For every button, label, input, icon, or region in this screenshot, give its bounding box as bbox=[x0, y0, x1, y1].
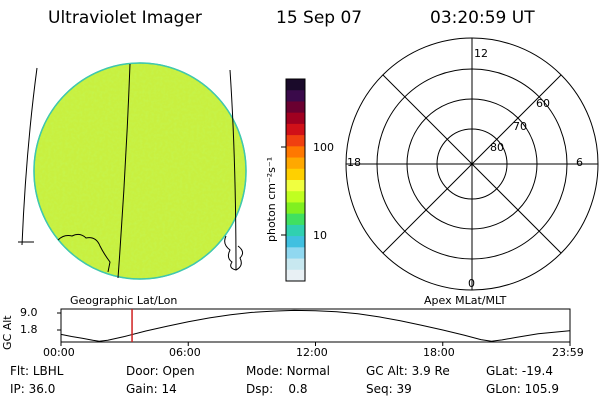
colorbar-band bbox=[286, 101, 305, 114]
altitude-ytick-1-8: 1.8 bbox=[20, 323, 38, 336]
mlt-label-0: 0 bbox=[468, 277, 475, 290]
colorbar-band bbox=[286, 135, 305, 147]
colorbar-band bbox=[286, 79, 305, 91]
mlat-label-70: 70 bbox=[513, 120, 527, 133]
info-glon: GLon: 105.9 bbox=[486, 382, 559, 396]
colorbar-band bbox=[286, 247, 305, 260]
altitude-trace bbox=[60, 309, 570, 342]
date-label: 15 Sep 07 bbox=[276, 8, 363, 28]
info-mode: Mode: Normal bbox=[246, 364, 330, 378]
info-gain: Gain: 14 bbox=[126, 382, 177, 396]
altitude-ylabel: GC Alt bbox=[1, 315, 14, 350]
colorbar-band bbox=[286, 146, 305, 159]
mlat-label-80: 80 bbox=[490, 141, 504, 154]
altitude-xtick-24: 23:59 bbox=[552, 346, 584, 359]
colorbar-band bbox=[286, 90, 305, 102]
map-gridlines bbox=[18, 63, 244, 279]
altitude-ytick-9: 9.0 bbox=[20, 306, 38, 319]
colorbar bbox=[286, 79, 305, 282]
geographic-map-label: Geographic Lat/Lon bbox=[70, 294, 178, 307]
info-dsp: Dsp: 0.8 bbox=[246, 382, 308, 396]
altitude-xtick-12: 12:00 bbox=[296, 346, 328, 359]
altitude-plot bbox=[57, 308, 571, 346]
colorbar-tick-10: 10 bbox=[313, 229, 327, 242]
colorbar-band bbox=[286, 202, 305, 215]
info-seq: Seq: 39 bbox=[366, 382, 412, 396]
colorbar-band bbox=[286, 191, 305, 203]
info-ip: IP: 36.0 bbox=[10, 382, 56, 396]
instrument-title: Ultraviolet Imager bbox=[48, 8, 202, 28]
altitude-xtick-18: 18:00 bbox=[423, 346, 455, 359]
altitude-xtick-0: 00:00 bbox=[43, 346, 75, 359]
info-gc-alt: GC Alt: 3.9 Re bbox=[366, 364, 450, 378]
colorbar-band bbox=[286, 168, 305, 181]
colorbar-band bbox=[286, 236, 305, 248]
colorbar-band bbox=[286, 123, 305, 136]
colorbar-unit-label: photon cm⁻²s⁻¹ bbox=[265, 156, 278, 242]
info-door: Door: Open bbox=[126, 364, 195, 378]
colorbar-band bbox=[286, 112, 305, 125]
info-flt: Flt: LBHL bbox=[10, 364, 64, 378]
colorbar-band bbox=[286, 258, 305, 271]
mlat-label-60: 60 bbox=[536, 97, 550, 110]
apex-map-label: Apex MLat/MLT bbox=[424, 294, 507, 307]
altitude-x-ticks bbox=[60, 342, 571, 346]
info-glat: GLat: -19.4 bbox=[486, 364, 553, 378]
earth-image bbox=[33, 62, 247, 280]
mlt-label-6: 6 bbox=[576, 156, 583, 169]
altitude-xtick-6: 06:00 bbox=[169, 346, 201, 359]
polar-plot bbox=[345, 37, 599, 291]
colorbar-band bbox=[286, 269, 305, 282]
colorbar-tick-100: 100 bbox=[313, 141, 334, 154]
time-label: 03:20:59 UT bbox=[430, 8, 535, 28]
mlt-label-12: 12 bbox=[474, 47, 488, 60]
colorbar-band bbox=[286, 180, 305, 192]
colorbar-frame bbox=[281, 78, 306, 282]
colorbar-band bbox=[286, 213, 305, 226]
colorbar-band bbox=[286, 224, 305, 237]
mlt-label-18: 18 bbox=[347, 156, 361, 169]
colorbar-band bbox=[286, 157, 305, 170]
